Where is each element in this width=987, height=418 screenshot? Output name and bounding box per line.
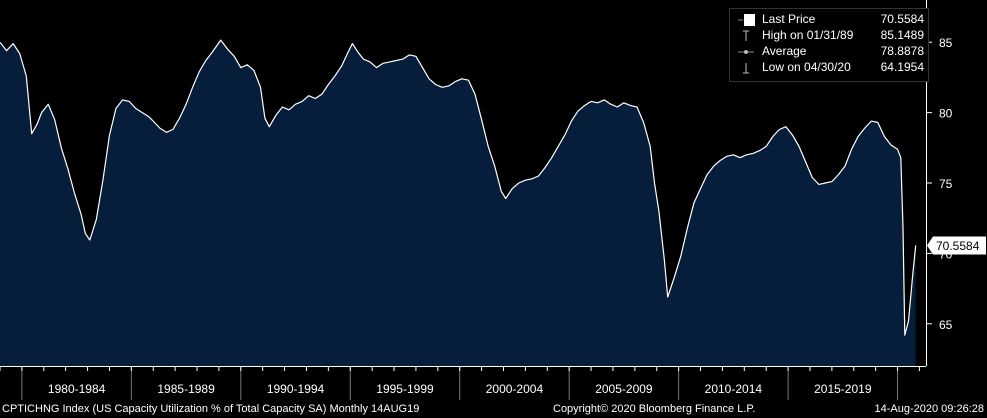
legend-item-low: Low on 04/30/20 64.1954 [730,60,928,76]
legend-value: 64.1954 [880,60,924,74]
legend-value: 78.8878 [880,44,924,58]
last-price-tag-label: 70.5584 [936,239,980,253]
legend-label: Average [762,44,807,58]
legend-value: 85.1489 [880,28,924,42]
y-tick-label: 85 [939,36,953,50]
y-tick-label: 80 [939,107,953,121]
x-tick-label: 1980-1984 [48,382,106,396]
footer-series-description: CPTICHNG Index (US Capacity Utilization … [2,403,420,415]
y-axis: 6570758085 [926,0,953,366]
series-area [0,40,916,366]
y-tick-label: 75 [939,177,953,191]
legend-label: High on 01/31/89 [762,28,854,42]
x-tick-label: 1995-1999 [376,382,434,396]
x-tick-label: 1985-1989 [157,382,215,396]
footer-copyright: Copyright© 2020 Bloomberg Finance L.P. [553,403,756,415]
x-tick-label: 2005-2009 [595,382,653,396]
footer: CPTICHNG Index (US Capacity Utilization … [0,401,987,418]
legend-label: Low on 04/30/20 [762,60,851,74]
legend-label: Last Price [762,12,816,26]
legend: Last Price 70.5584 High on 01/31/89 85.1… [729,8,929,82]
low-marker-icon [743,63,749,74]
legend-item-last-price: Last Price 70.5584 [730,12,928,28]
plot-area [0,39,917,366]
legend-item-average: Average 78.8878 [730,44,928,60]
line-chart: 6570758085 1980-19841985-19891990-199419… [0,0,986,400]
x-tick-label: 2010-2014 [705,382,763,396]
series-line [0,39,917,336]
x-tick-label: 1990-1994 [267,382,325,396]
y-tick-label: 65 [939,318,953,332]
legend-item-high: High on 01/31/89 85.1489 [730,28,928,44]
x-tick-label: 2000-2004 [486,382,544,396]
legend-value: 70.5584 [880,12,924,26]
high-marker-icon [743,30,749,41]
average-marker-icon [738,50,754,54]
footer-timestamp: 14-Aug-2020 09:26:28 [874,403,984,415]
last-price-tag [927,236,986,255]
square-icon [738,14,755,26]
last-price-marker: 70.5584 [927,236,986,255]
x-tick-label: 2015-2019 [814,382,872,396]
x-axis: 1980-1984 1985-1989 1990-1994 1995-1999 2000… [0,366,926,400]
